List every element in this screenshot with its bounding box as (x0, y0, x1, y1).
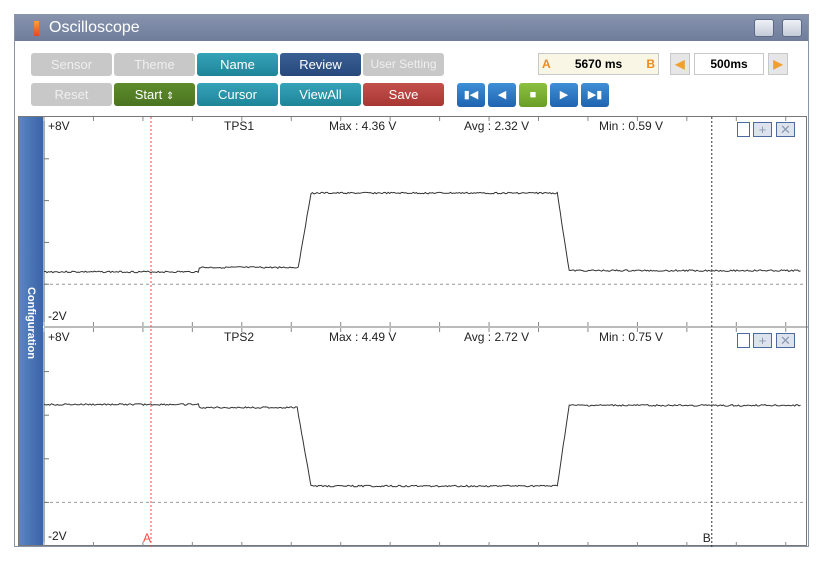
checkbox-box[interactable] (737, 333, 750, 348)
sensor-button[interactable]: Sensor (31, 53, 112, 76)
max-value: Max : 4.49 V (329, 330, 397, 344)
next-button[interactable]: ▶ (550, 83, 578, 107)
avg-value: Avg : 2.72 V (464, 330, 530, 344)
configuration-tab[interactable]: Configuration (19, 117, 43, 545)
last-button[interactable]: ▶▮ (581, 83, 609, 107)
channel-name: TPS1 (224, 119, 255, 133)
close-icon[interactable]: ✕ (776, 122, 795, 137)
review-button[interactable]: Review (280, 53, 361, 76)
max-value: Max : 4.36 V (329, 119, 397, 133)
cursor-delta-readout: A 5670 ms B (538, 53, 659, 75)
add-icon[interactable]: + (753, 122, 772, 137)
updown-icon: ⇕ (165, 91, 175, 102)
viewall-button[interactable]: ViewAll (280, 83, 361, 106)
window-title: Oscilloscope (49, 19, 140, 36)
first-button[interactable]: ▮◀ (457, 83, 485, 107)
min-value: Min : 0.59 V (599, 119, 664, 133)
cursor-a-marker: A (143, 531, 152, 545)
avg-value: Avg : 2.32 V (464, 119, 530, 133)
y-min-label: -2V (48, 309, 67, 323)
channel-name: TPS2 (224, 330, 255, 344)
waveform-plot (43, 117, 808, 547)
checkbox-box[interactable] (737, 122, 750, 137)
layout-icon[interactable] (754, 19, 774, 37)
cursor-b-label: B (646, 57, 655, 71)
prev-button[interactable]: ◀ (488, 83, 516, 107)
reset-button[interactable]: Reset (31, 83, 112, 106)
cursor-a-label: A (542, 57, 551, 71)
title-bar: Oscilloscope (15, 15, 808, 41)
y-max-label: +8V (48, 119, 70, 133)
cursor-b-marker: B (702, 531, 711, 545)
timebase-decrease-button[interactable]: ◀ (670, 53, 690, 75)
timebase-increase-button[interactable]: ▶ (768, 53, 788, 75)
cursor-button[interactable]: Cursor (197, 83, 278, 106)
trace-tps2 (43, 403, 801, 488)
user-setting-button[interactable]: User Setting (363, 53, 444, 76)
y-max-label: +8V (48, 330, 70, 344)
oscilloscope-window: Oscilloscope Sensor Theme Name Review Us… (14, 14, 809, 547)
name-button[interactable]: Name (197, 53, 278, 76)
min-value: Min : 0.75 V (599, 330, 664, 344)
start-button[interactable]: Start ⇕ (114, 83, 195, 106)
stop-button[interactable]: ■ (519, 83, 547, 107)
menu-icon[interactable] (782, 19, 802, 37)
plot-area: Configuration +8V -2V TPS1 Max : 4.36 V Avg … (18, 116, 808, 547)
save-button[interactable]: Save (363, 83, 444, 106)
timebase-value[interactable]: 500ms (694, 53, 764, 75)
trace-tps1 (43, 191, 801, 274)
app-logo-icon (34, 21, 39, 36)
y-min-label: -2V (48, 529, 67, 543)
theme-button[interactable]: Theme (114, 53, 195, 76)
add-icon[interactable]: + (753, 333, 772, 348)
close-icon[interactable]: ✕ (776, 333, 795, 348)
